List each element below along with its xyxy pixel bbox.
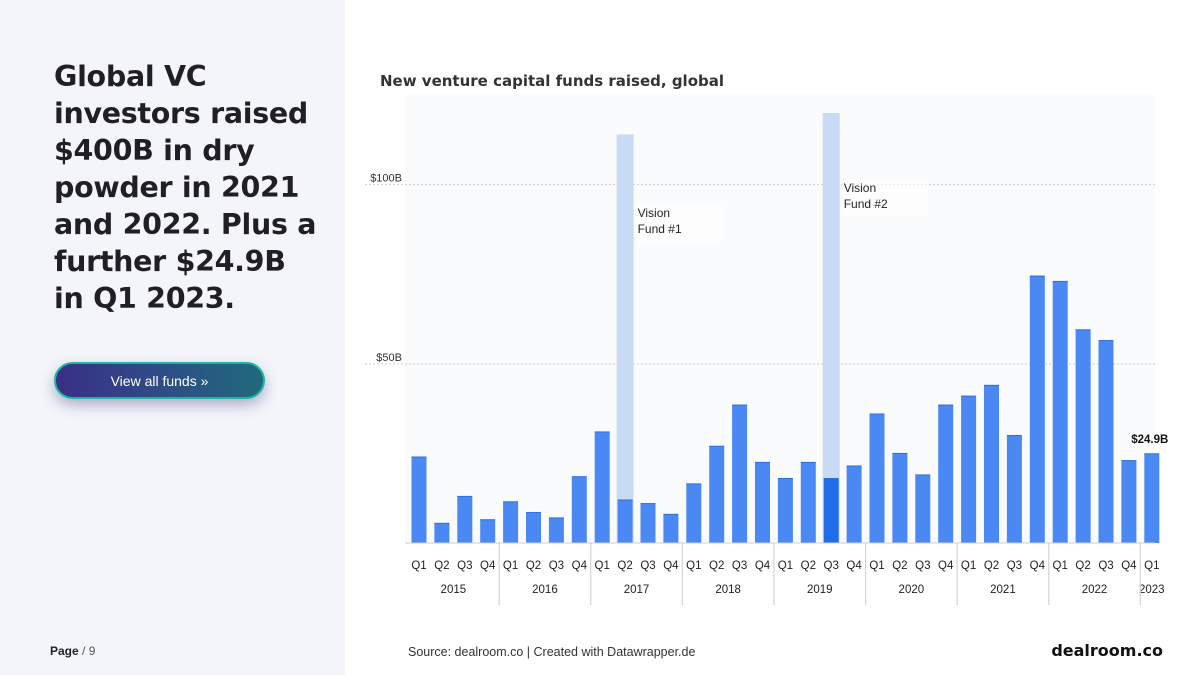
vision-fund-bar <box>822 113 840 543</box>
annotation-line2: Fund #1 <box>638 222 682 236</box>
year-label: 2018 <box>715 584 741 596</box>
bar <box>434 523 450 543</box>
bar <box>709 446 725 543</box>
bar <box>846 465 862 543</box>
annotation-background <box>841 178 928 217</box>
year-label: 2017 <box>624 584 650 596</box>
annotation-background <box>635 203 722 242</box>
view-all-funds-button[interactable]: View all funds » <box>54 362 265 399</box>
quarter-label: Q2 <box>709 560 724 572</box>
bar <box>961 396 977 543</box>
bar <box>732 405 748 543</box>
quarter-label: Q3 <box>915 560 930 572</box>
bar <box>823 478 839 543</box>
quarter-label: Q1 <box>1053 560 1068 572</box>
year-label: 2016 <box>532 584 558 596</box>
quarter-label: Q1 <box>778 560 793 572</box>
quarter-label: Q2 <box>892 560 907 572</box>
annotation-line1: Vision <box>844 181 876 195</box>
bar <box>411 457 427 543</box>
quarter-label: Q4 <box>1121 560 1137 572</box>
bar <box>571 476 587 543</box>
bar <box>800 462 816 543</box>
left-panel: Global VC investors raised $400B in dry … <box>0 0 345 675</box>
bar <box>1121 460 1137 543</box>
quarter-label: Q4 <box>663 560 679 572</box>
year-label: 2015 <box>441 584 467 596</box>
annotation-line2: Fund #2 <box>844 197 888 211</box>
bar <box>663 514 679 543</box>
quarter-label: Q1 <box>961 560 976 572</box>
quarter-label: Q1 <box>686 560 701 572</box>
quarter-label: Q4 <box>480 560 496 572</box>
quarter-label: Q3 <box>1098 560 1113 572</box>
quarter-label: Q1 <box>503 560 518 572</box>
quarter-label: Q1 <box>869 560 884 572</box>
bar <box>548 517 564 543</box>
bar <box>617 500 633 543</box>
quarter-label: Q4 <box>1030 560 1046 572</box>
bar <box>526 512 541 543</box>
chart-title: New venture capital funds raised, global <box>380 72 725 90</box>
bar <box>915 474 931 543</box>
quarter-label: Q2 <box>617 560 632 572</box>
year-label: 2020 <box>899 584 925 596</box>
year-label: 2019 <box>807 584 833 596</box>
quarter-label: Q4 <box>755 560 771 572</box>
page-indicator: Page / 9 <box>50 644 95 658</box>
bar <box>984 385 999 543</box>
vision-fund-bar <box>616 134 634 543</box>
bar <box>1029 276 1045 543</box>
quarter-label: Q3 <box>549 560 564 572</box>
y-tick-label: $50B <box>376 352 402 364</box>
quarter-label: Q4 <box>846 560 862 572</box>
quarter-label: Q3 <box>457 560 472 572</box>
y-tick-label: $100B <box>370 173 402 185</box>
quarter-label: Q4 <box>938 560 954 572</box>
bar <box>1144 453 1160 543</box>
bar <box>869 414 885 543</box>
quarter-label: Q3 <box>1007 560 1022 572</box>
quarter-label: Q1 <box>1144 560 1159 572</box>
quarter-label: Q2 <box>434 560 449 572</box>
page-label: Page <box>50 644 79 658</box>
year-label: 2022 <box>1082 584 1108 596</box>
bar <box>457 496 473 543</box>
year-label: 2021 <box>990 584 1016 596</box>
headline: Global VC investors raised $400B in dry … <box>54 60 317 315</box>
quarter-label: Q2 <box>984 560 999 572</box>
bar <box>640 503 656 543</box>
brand-logo: dealroom.co <box>1051 641 1163 660</box>
annotation-line1: Vision <box>638 206 670 220</box>
quarter-label: Q2 <box>526 560 541 572</box>
bar <box>938 405 954 543</box>
bar <box>480 519 496 543</box>
year-label: 2023 <box>1139 584 1165 596</box>
quarter-label: Q3 <box>640 560 655 572</box>
quarter-label: Q2 <box>801 560 816 572</box>
bar <box>1006 435 1022 543</box>
bar <box>1098 340 1114 543</box>
bar <box>777 478 793 543</box>
source-note: Source: dealroom.co | Created with Dataw… <box>408 645 696 659</box>
bar <box>1052 281 1068 543</box>
quarter-label: Q3 <box>824 560 839 572</box>
bar <box>503 501 519 543</box>
quarter-label: Q3 <box>732 560 747 572</box>
bar <box>1075 329 1091 543</box>
bar <box>594 431 610 543</box>
bar <box>755 462 770 543</box>
quarter-label: Q1 <box>411 560 426 572</box>
bar <box>892 453 908 543</box>
quarter-label: Q1 <box>595 560 610 572</box>
bar <box>686 483 702 543</box>
quarter-label: Q2 <box>1075 560 1090 572</box>
page-number: / 9 <box>82 644 96 658</box>
quarter-label: Q4 <box>572 560 588 572</box>
value-label: $24.9B <box>1131 434 1168 446</box>
bar-chart: $50B $100B Vision Fund #1 Vision Fund #2 $24.9… <box>365 95 1168 605</box>
